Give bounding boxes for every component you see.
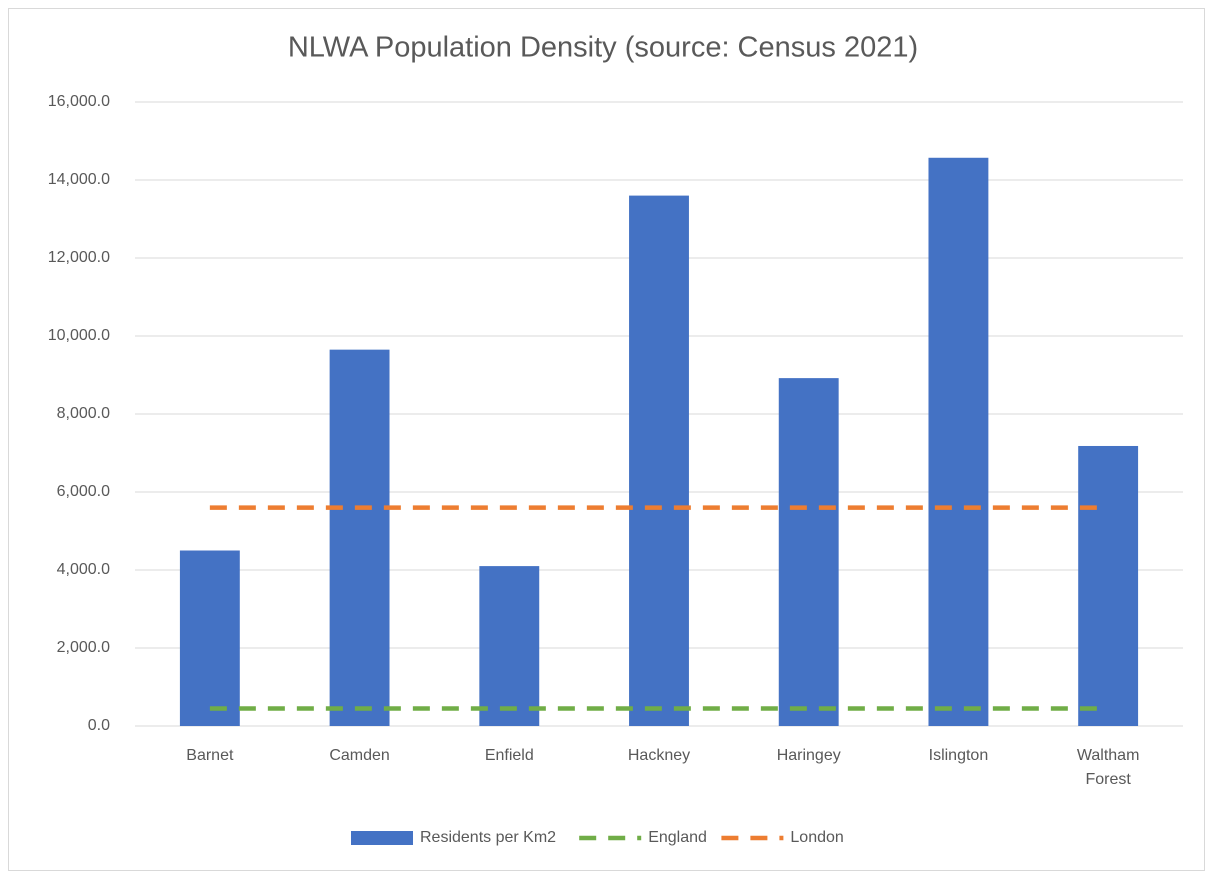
x-tick-label-box: Barnet xyxy=(186,747,234,764)
x-tick-label: Enfield xyxy=(484,747,534,764)
legend-label: Residents per Km2 xyxy=(420,829,556,846)
y-tick-label: 14,000.0 xyxy=(48,171,110,188)
legend-label: England xyxy=(648,829,707,846)
chart-border xyxy=(8,8,1205,871)
x-tick-label-box: Hackney xyxy=(627,747,691,764)
x-tick-label: Waltham Forest xyxy=(1076,747,1140,788)
legend-swatch xyxy=(351,831,413,845)
y-tick-label: 6,000.0 xyxy=(57,483,110,500)
x-tick-label-box: Islington xyxy=(928,747,989,764)
y-tick-label: 0.0 xyxy=(88,717,110,734)
chart-title: NLWA Population Density (source: Census … xyxy=(288,32,918,64)
y-tick-label: 8,000.0 xyxy=(57,405,110,422)
bar xyxy=(629,195,689,727)
bar xyxy=(928,157,989,726)
x-tick-label-box: Haringey xyxy=(776,747,841,764)
y-tick-label: 16,000.0 xyxy=(48,93,110,110)
legend-label: London xyxy=(790,829,843,846)
x-tick-label: Haringey xyxy=(776,747,841,764)
bar xyxy=(329,349,390,726)
y-tick-label: 2,000.0 xyxy=(57,639,110,656)
x-tick-label-box: Waltham Forest xyxy=(1076,747,1140,788)
x-tick-label-box: Enfield xyxy=(484,747,534,764)
x-tick-label: Barnet xyxy=(186,747,234,764)
y-tick-label: 10,000.0 xyxy=(48,327,110,344)
x-tick-label: Hackney xyxy=(627,747,691,764)
bar xyxy=(179,550,240,726)
bar xyxy=(479,566,540,726)
y-tick-label: 4,000.0 xyxy=(57,561,110,578)
x-tick-label: Islington xyxy=(928,747,989,764)
x-tick-label-box: Camden xyxy=(329,747,390,764)
x-tick-label: Camden xyxy=(329,747,390,764)
y-tick-label: 12,000.0 xyxy=(48,249,110,266)
bar xyxy=(1078,445,1139,726)
bar xyxy=(778,378,839,726)
